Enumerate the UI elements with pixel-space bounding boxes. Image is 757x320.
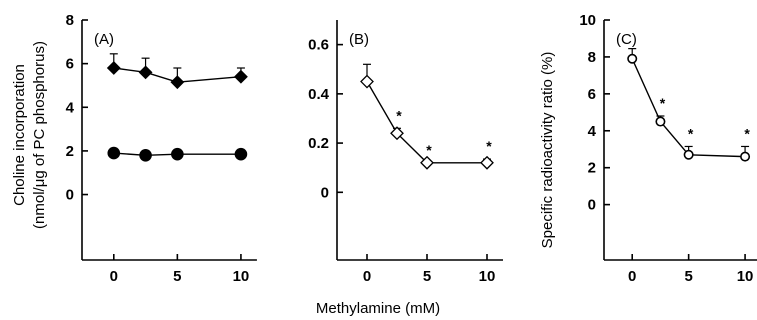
significance-marker-c: * [744,125,750,141]
x-tick-label-c: 10 [737,268,754,285]
data-point-a [171,147,184,161]
y-tick-label-b: 0.6 [308,37,329,54]
x-tick-label-c: 5 [684,268,692,285]
y-tick-label-c: 2 [588,160,596,177]
y-tick-label-a: 8 [66,12,74,29]
x-tick-label-b: 5 [423,268,431,285]
x-tick-label-a: 5 [173,268,181,285]
data-point-c [683,149,694,160]
y-tick-label-a: 0 [66,187,74,204]
y-tick-label-c: 8 [588,49,596,66]
y-tick-label-a: 4 [66,99,75,116]
x-tick-label-a: 10 [233,268,250,285]
chart-panel-a: 0 2 4 6 8 0 5 10 (A) [66,12,257,285]
y-tick-label-c: 10 [579,12,596,29]
chart-panel-b: 0 0.2 0.4 0.6 0 5 10 (B) * * * [308,20,503,285]
data-point-a [234,69,248,84]
y-tick-label-a: 2 [66,143,74,160]
panel-a: Choline incorporation (nmol/μg of PC pho… [11,41,48,229]
data-point-c [655,116,666,127]
significance-marker-c: * [660,95,666,111]
chart-panel-c: 0 2 4 6 8 10 0 5 10 (C) * * * [579,12,757,285]
data-point-a [234,147,248,161]
y-tick-label-c: 0 [588,197,596,214]
data-point-a [170,75,185,90]
significance-marker-b: * [426,142,432,158]
y-tick-label-c: 4 [588,123,597,140]
y-tick-label-b: 0.2 [308,135,329,152]
y-axis-label-a-line1: Choline incorporation [11,64,28,206]
data-point-c [627,53,638,64]
y-tick-label-b: 0.4 [308,86,330,103]
y-tick-label-a: 6 [66,56,74,73]
y-axis-label-c: Specific radioactivity ratio (%) [539,52,556,249]
data-point-a [107,146,121,160]
panel-label-a: (A) [94,31,114,48]
significance-marker-c: * [688,125,694,141]
series-line-c-0 [631,58,746,158]
data-point-a [106,61,121,75]
series-line-a-0 [113,67,241,83]
y-tick-label-b: 0 [321,184,329,201]
y-tick-label-c: 6 [588,86,596,103]
data-point-a [139,148,152,162]
data-point-b [480,155,494,170]
data-point-b [420,155,434,170]
panel-label-c: (C) [616,31,637,48]
x-tick-label-b: 10 [479,268,496,285]
data-point-b [360,74,374,89]
x-tick-label-b: 0 [363,268,371,285]
data-point-b [390,126,404,141]
y-axis-label-a-line2: (nmol/μg of PC phosphorus) [31,41,48,229]
series-line-a-1 [113,152,241,156]
data-point-a [138,65,153,80]
significance-marker-b: * [396,107,402,123]
data-point-c [740,151,751,162]
significance-marker-b: * [486,138,492,154]
panel-label-b: (B) [349,31,369,48]
series-line-b-0 [366,81,487,164]
x-tick-label-a: 0 [110,268,118,285]
x-tick-label-c: 0 [628,268,636,285]
x-axis-label: Methylamine (mM) [316,300,440,317]
panel-c: Specific radioactivity ratio (%) [539,52,556,249]
